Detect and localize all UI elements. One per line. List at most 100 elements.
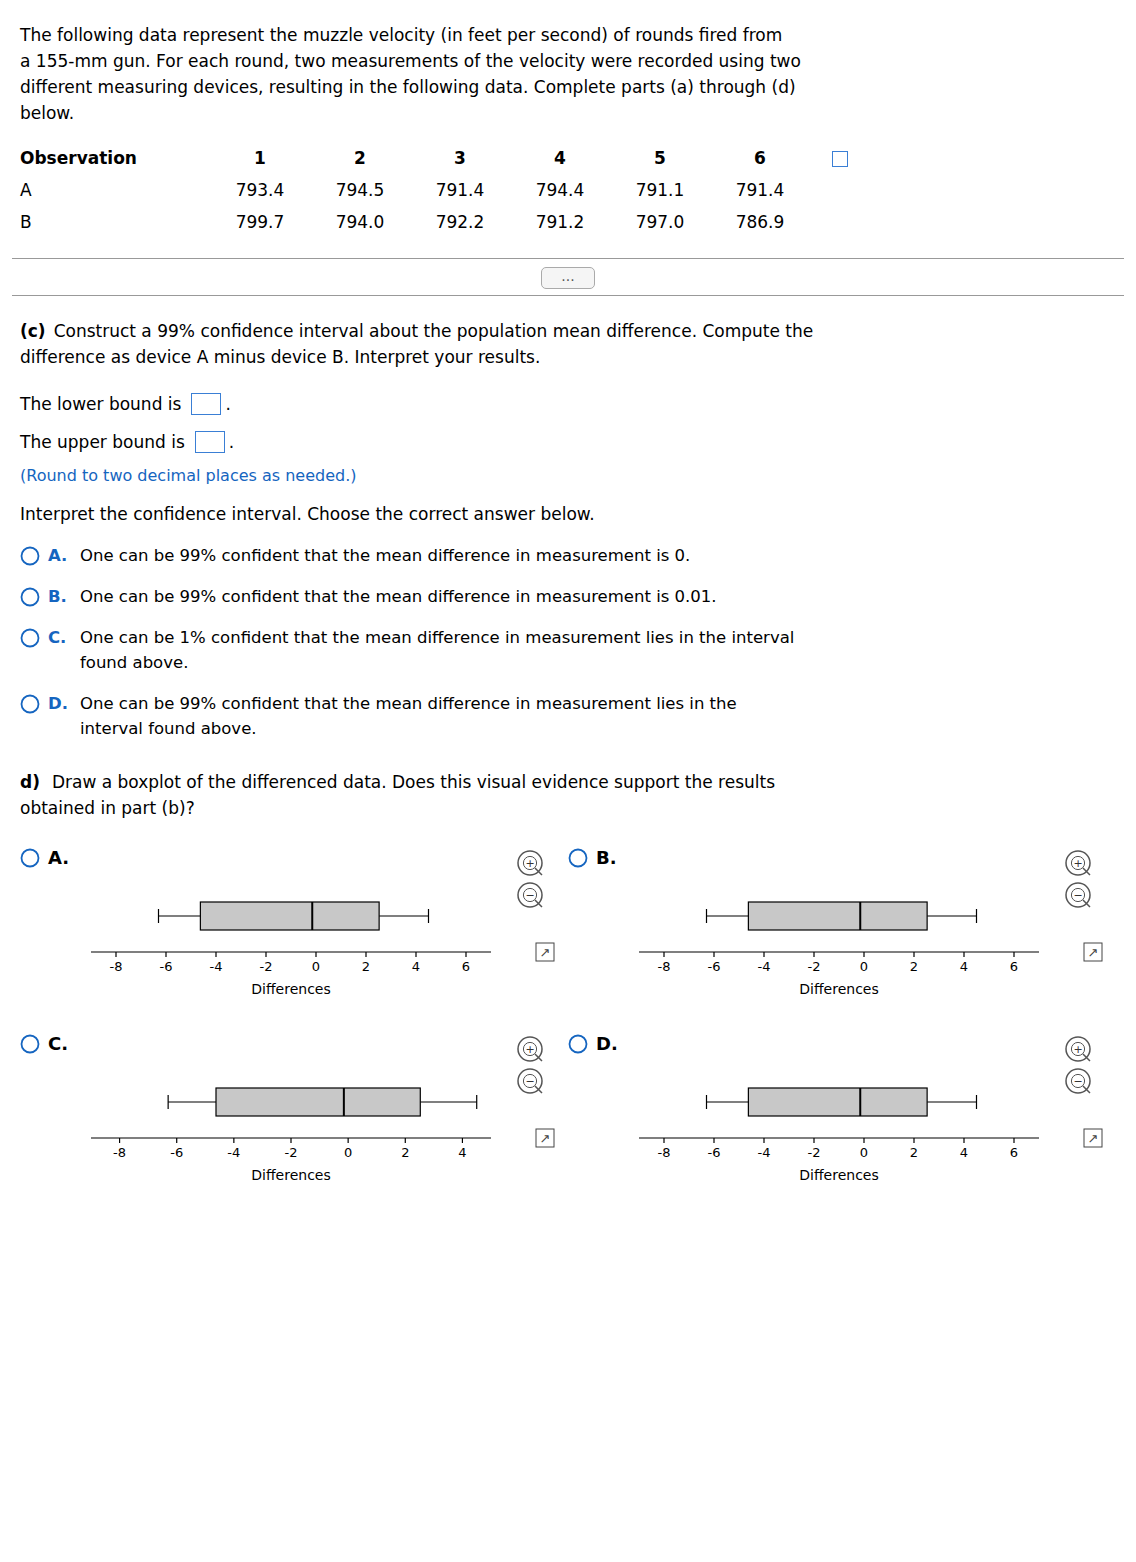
link-box[interactable]	[1084, 943, 1102, 961]
zoom-lens[interactable]	[523, 856, 536, 869]
radio-circle[interactable]	[22, 548, 39, 565]
zoom-lens[interactable]	[1071, 1042, 1084, 1055]
whisker-high	[927, 1101, 976, 1102]
tick-label: 6	[1010, 1145, 1018, 1160]
tick-label: -6	[708, 1145, 721, 1160]
zoom-handle[interactable]	[535, 1054, 542, 1061]
zoom-sign[interactable]: +	[525, 857, 534, 870]
zoom-lens[interactable]	[523, 888, 536, 901]
option[interactable]: D.One can be 99% confident that the mean…	[20, 691, 1116, 741]
zoom-sign[interactable]: −	[1073, 889, 1082, 902]
answer-box[interactable]	[195, 431, 225, 453]
whisker-low	[707, 915, 749, 916]
link-arrow[interactable]: ↗	[540, 1131, 551, 1146]
zoom-handle[interactable]	[1083, 868, 1090, 875]
panel-header[interactable]: A.	[20, 847, 506, 868]
link-box[interactable]	[536, 943, 554, 961]
zoom-lens[interactable]	[1071, 856, 1084, 869]
zoom-button[interactable]: −	[518, 1069, 542, 1093]
zoom-ring[interactable]	[518, 1037, 542, 1061]
answer-box[interactable]	[191, 393, 221, 415]
radio-button[interactable]	[20, 694, 40, 714]
link-arrow[interactable]: ↗	[540, 945, 551, 960]
zoom-lens[interactable]	[1071, 1074, 1084, 1087]
option[interactable]: A.One can be 99% confident that the mean…	[20, 543, 1116, 568]
zoom-handle[interactable]	[1083, 900, 1090, 907]
tick-mark	[713, 1138, 714, 1143]
tick-mark	[165, 952, 166, 957]
zoom-handle[interactable]	[1083, 1086, 1090, 1093]
radio-circle[interactable]	[22, 630, 39, 647]
tick-label: -6	[160, 959, 173, 974]
table-value: 797.0	[610, 206, 710, 238]
zoom-handle[interactable]	[535, 900, 542, 907]
table-value: 791.4	[710, 174, 810, 206]
radio-button[interactable]	[20, 587, 40, 607]
zoom-sign[interactable]: +	[525, 1043, 534, 1056]
radio-circle[interactable]	[22, 696, 39, 713]
copy-icon[interactable]	[832, 151, 848, 167]
interpret-prompt: Interpret the confidence interval. Choos…	[20, 501, 1116, 527]
intro: The following data represent the muzzle …	[20, 22, 1116, 126]
box	[200, 902, 379, 930]
zoom-sign[interactable]: −	[1073, 1075, 1082, 1088]
open-link-button[interactable]: ↗	[1084, 943, 1102, 961]
link-arrow[interactable]: ↗	[1088, 945, 1099, 960]
radio-button[interactable]	[20, 546, 40, 566]
radio-circle[interactable]	[22, 589, 39, 606]
tick-mark	[813, 952, 814, 957]
panel-header[interactable]: B.	[568, 847, 1054, 868]
zoom-ring[interactable]	[1066, 1037, 1090, 1061]
box	[216, 1088, 420, 1116]
open-link-button[interactable]: ↗	[536, 943, 554, 961]
zoom-sign[interactable]: −	[525, 889, 534, 902]
zoom-button[interactable]: +	[1066, 1037, 1090, 1061]
tick-mark	[963, 1138, 964, 1143]
more-button[interactable]: ...	[541, 267, 595, 289]
open-link-button[interactable]: ↗	[536, 1129, 554, 1147]
zoom-lens[interactable]	[523, 1074, 536, 1087]
radio-button[interactable]	[568, 848, 588, 868]
panel-header[interactable]: D.	[568, 1033, 1054, 1054]
open-link-button[interactable]: ↗	[1084, 1129, 1102, 1147]
zoom-ring[interactable]	[518, 883, 542, 907]
radio-button[interactable]	[20, 628, 40, 648]
radio-button[interactable]	[20, 848, 40, 868]
zoom-ring[interactable]	[1066, 1069, 1090, 1093]
zoom-button[interactable]: −	[518, 883, 542, 907]
zoom-ring[interactable]	[1066, 851, 1090, 875]
zoom-ring[interactable]	[1066, 883, 1090, 907]
radio-button[interactable]	[20, 1034, 40, 1054]
option[interactable]: B.One can be 99% confident that the mean…	[20, 584, 1116, 609]
zoom-button[interactable]: +	[1066, 851, 1090, 875]
zoom-lens[interactable]	[523, 1042, 536, 1055]
zoom-handle[interactable]	[1083, 1054, 1090, 1061]
zoom-button[interactable]: −	[1066, 883, 1090, 907]
zoom-sign[interactable]: +	[1073, 857, 1082, 870]
link-arrow[interactable]: ↗	[1088, 1131, 1099, 1146]
radio-circle[interactable]	[22, 849, 39, 866]
zoom-handle[interactable]	[535, 868, 542, 875]
zoom-sign[interactable]: +	[1073, 1043, 1082, 1056]
radio-button[interactable]	[568, 1034, 588, 1054]
zoom-lens[interactable]	[1071, 888, 1084, 901]
tick-label: -8	[113, 1145, 126, 1160]
zoom-handle[interactable]	[535, 1086, 542, 1093]
radio-circle[interactable]	[570, 1035, 587, 1052]
link-box[interactable]	[1084, 1129, 1102, 1147]
link-box[interactable]	[536, 1129, 554, 1147]
option[interactable]: C.One can be 1% confident that the mean …	[20, 625, 1116, 675]
radio-circle[interactable]	[570, 849, 587, 866]
radio-circle[interactable]	[22, 1035, 39, 1052]
zoom-ring[interactable]	[518, 1069, 542, 1093]
zoom-button[interactable]: −	[1066, 1069, 1090, 1093]
panel-header[interactable]: C.	[20, 1033, 506, 1054]
whisker-low	[707, 1101, 749, 1102]
intro-line: a 155-mm gun. For each round, two measur…	[20, 48, 1116, 74]
tick-mark	[1013, 1138, 1014, 1143]
zoom-button[interactable]: +	[518, 1037, 542, 1061]
zoom-ring[interactable]	[518, 851, 542, 875]
zoom-sign[interactable]: −	[525, 1075, 534, 1088]
zoom-button[interactable]: +	[518, 851, 542, 875]
tick-mark	[119, 1138, 120, 1143]
